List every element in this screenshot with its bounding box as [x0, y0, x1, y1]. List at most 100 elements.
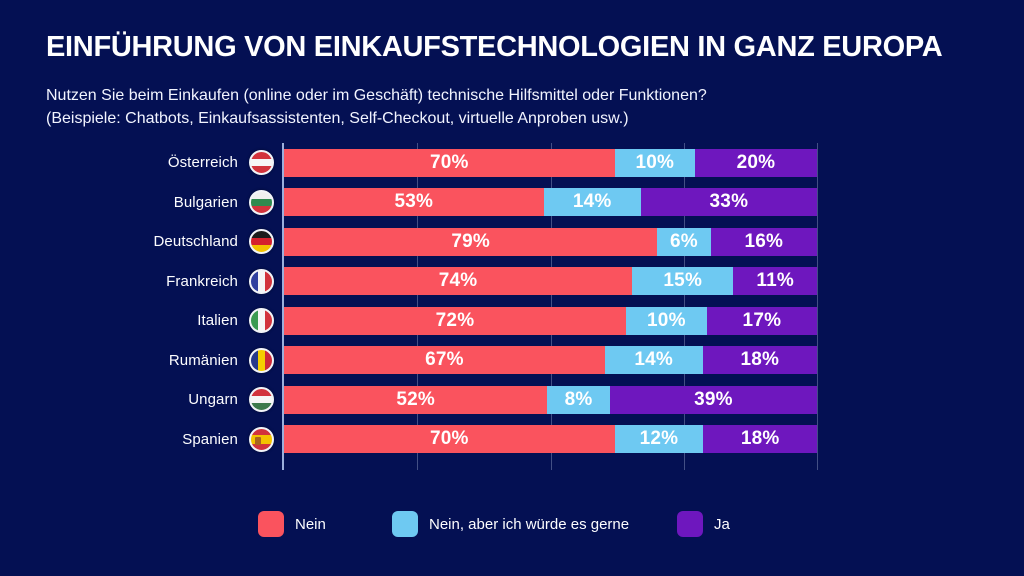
segment-value: 16%: [744, 230, 784, 252]
segment-value: 18%: [740, 349, 780, 371]
flag-icon-hungary: [248, 387, 274, 413]
stacked-bar: 74% 15% 11%: [284, 267, 817, 296]
chart-row: Österreich 70% 10% 20%: [0, 143, 1024, 183]
country-label: Österreich: [167, 154, 238, 172]
gridline: [550, 143, 552, 470]
segment-value: 15%: [663, 270, 703, 292]
segment-value: 79%: [451, 230, 490, 252]
flag-icon-italy: [248, 308, 274, 334]
segment-value: 18%: [740, 428, 780, 450]
stacked-bar: 79% 6% 16%: [284, 227, 818, 256]
segment-value: 10%: [647, 309, 686, 331]
flag-wrap: [238, 426, 284, 452]
segment-value: 14%: [572, 191, 612, 213]
segment-value: 20%: [736, 151, 776, 173]
bar-segment-ja: 33%: [640, 188, 817, 217]
legend-swatch: [677, 511, 703, 537]
bar-segment-nein-aber: 15%: [632, 267, 734, 296]
flag-wrap: [238, 189, 284, 215]
flag-wrap: [238, 268, 284, 294]
legend-swatch: [258, 511, 284, 537]
flag-wrap: [238, 150, 284, 176]
bar-segment-nein-aber: 8%: [547, 385, 610, 414]
chart-row: Bulgarien 53% 14% 33%: [0, 183, 1024, 223]
flag-icon-france: [248, 268, 274, 294]
bar-segment-nein: 67%: [284, 346, 605, 375]
bar-segment-nein-aber: 6%: [657, 227, 711, 256]
subtitle: Nutzen Sie beim Einkaufen (online oder i…: [46, 84, 707, 130]
bar-segment-nein-aber: 14%: [604, 346, 703, 375]
legend-item: Nein, aber ich würde es gerne: [392, 510, 629, 538]
flag-icon-spain: [248, 426, 274, 452]
chart-row: Spanien 70% 12% 18%: [0, 420, 1024, 460]
segment-value: 11%: [756, 270, 794, 292]
legend-item: Ja: [677, 510, 730, 538]
segment-value: 33%: [709, 191, 749, 213]
page-title: EINFÜHRUNG VON EINKAUFSTECHNOLOGIEN IN G…: [46, 31, 943, 63]
chart-row: Ungarn 52% 8% 39%: [0, 380, 1024, 420]
gridlines: [282, 143, 818, 470]
bar-segment-nein-aber: 14%: [543, 188, 641, 217]
legend-label: Nein: [295, 515, 326, 533]
stacked-bar: 67% 14% 18%: [284, 346, 817, 375]
gridline: [817, 143, 818, 470]
legend-label: Ja: [714, 515, 730, 533]
stacked-bar: 70% 10% 20%: [284, 148, 817, 177]
segment-value: 8%: [564, 388, 593, 410]
legend: Nein Nein, aber ich würde es gerne Ja: [0, 510, 1024, 538]
country-label: Deutschland: [153, 233, 238, 251]
segment-value: 6%: [670, 230, 698, 252]
flag-wrap: [238, 387, 284, 413]
country-label: Italien: [197, 312, 238, 330]
bar-segment-nein-aber: 12%: [614, 425, 704, 454]
bar-segment-nein: 70%: [284, 425, 615, 454]
bar-segment-nein-aber: 10%: [614, 148, 695, 177]
chart-row: Frankreich 74% 15% 11%: [0, 262, 1024, 302]
segment-value: 67%: [425, 349, 464, 371]
chart-row: Rumänien 67% 14% 18%: [0, 341, 1024, 381]
country-label: Spanien: [182, 430, 238, 448]
segment-value: 72%: [435, 309, 475, 331]
chart-row: Deutschland 79% 6% 16%: [0, 222, 1024, 262]
bar-segment-nein: 70%: [284, 148, 615, 177]
segment-value: 10%: [635, 151, 675, 173]
bar-segment-nein: 79%: [284, 227, 658, 256]
segment-value: 14%: [634, 349, 674, 371]
country-label: Ungarn: [188, 391, 238, 409]
segment-value: 52%: [396, 388, 435, 410]
bar-segment-nein: 53%: [284, 188, 544, 217]
legend-label: Nein, aber ich würde es gerne: [429, 515, 630, 533]
bar-segment-nein: 52%: [284, 385, 548, 414]
flag-icon-bulgaria: [248, 189, 274, 215]
flag-icon-austria: [248, 150, 274, 176]
bar-segment-ja: 39%: [609, 385, 817, 414]
subtitle-line-1: Nutzen Sie beim Einkaufen (online oder i…: [46, 87, 707, 104]
bar-segment-ja: 16%: [710, 227, 818, 256]
bar-segment-ja: 11%: [733, 267, 817, 296]
country-label: Bulgarien: [173, 193, 238, 211]
chart-row: Italien 72% 10% 17%: [0, 301, 1024, 341]
legend-item: Nein: [258, 510, 326, 538]
segment-value: 70%: [429, 428, 469, 450]
segment-value: 17%: [742, 309, 782, 331]
flag-wrap: [238, 308, 284, 334]
stacked-bar: 72% 10% 17%: [284, 306, 817, 335]
flag-wrap: [238, 229, 284, 255]
legend-swatch: [392, 511, 418, 537]
segment-value: 53%: [394, 191, 434, 213]
bar-segment-ja: 18%: [703, 425, 817, 454]
bar-segment-nein: 74%: [284, 267, 633, 296]
segment-value: 74%: [438, 270, 478, 292]
country-label: Frankreich: [166, 272, 238, 290]
gridline: [683, 143, 685, 470]
segment-value: 12%: [639, 428, 679, 450]
segment-value: 70%: [429, 151, 469, 173]
flag-wrap: [238, 347, 284, 373]
flag-icon-germany: [248, 229, 274, 255]
bar-segment-nein: 72%: [284, 306, 626, 335]
flag-icon-romania: [248, 347, 274, 373]
gridline: [417, 143, 419, 470]
country-label: Rumänien: [168, 351, 238, 369]
stacked-bar: 70% 12% 18%: [284, 425, 817, 454]
stacked-bar: 52% 8% 39%: [284, 385, 817, 414]
